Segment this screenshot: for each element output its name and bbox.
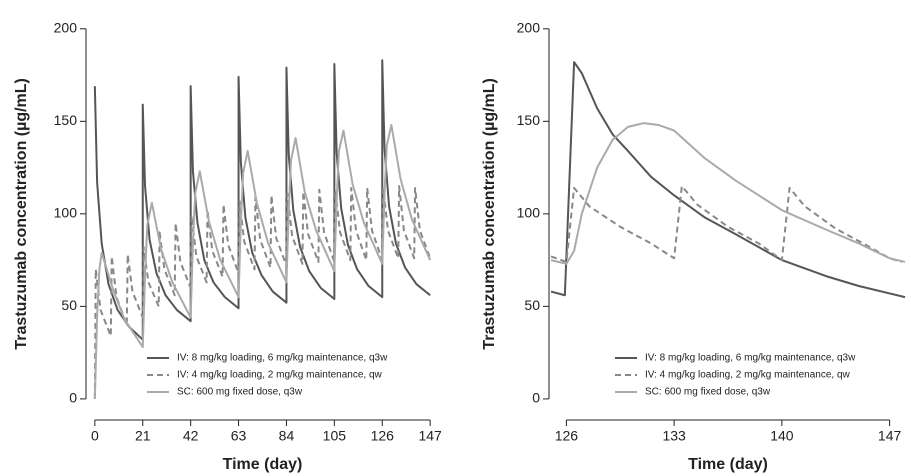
legend: IV: 8 mg/kg loading, 6 mg/kg maintenance… xyxy=(615,353,856,398)
x-axis-title: Time (day) xyxy=(223,456,303,473)
x-tick-label: 126 xyxy=(555,428,579,444)
y-tick-label: 0 xyxy=(69,390,77,406)
x-tick-label: 84 xyxy=(279,428,295,444)
y-tick-label: 200 xyxy=(54,20,78,36)
y-tick-label: 0 xyxy=(532,390,540,406)
x-tick-label: 105 xyxy=(323,428,347,444)
y-tick-label: 150 xyxy=(517,112,541,128)
y-tick-label: 100 xyxy=(517,205,541,221)
x-tick-label: 63 xyxy=(231,428,247,444)
series-line xyxy=(550,185,903,263)
series-line xyxy=(93,124,432,399)
y-tick-label: 50 xyxy=(524,297,540,313)
legend-label: IV: 4 mg/kg loading, 2 mg/kg maintenance… xyxy=(177,370,383,381)
x-tick-label: 126 xyxy=(371,428,395,444)
legend-label: IV: 8 mg/kg loading, 6 mg/kg maintenance… xyxy=(177,353,388,364)
y-tick-label: 50 xyxy=(61,297,77,313)
series-line xyxy=(550,122,906,265)
x-tick-label: 147 xyxy=(418,428,442,444)
x-axis-title: Time (day) xyxy=(688,456,768,473)
legend: IV: 8 mg/kg loading, 6 mg/kg maintenance… xyxy=(147,353,388,398)
y-tick-label: 150 xyxy=(54,112,78,128)
legend-label: IV: 4 mg/kg loading, 2 mg/kg maintenance… xyxy=(645,370,851,381)
x-tick-label: 42 xyxy=(183,428,199,444)
legend-label: SC: 600 mg fixed dose, q3w xyxy=(645,387,771,398)
x-tick-label: 140 xyxy=(770,428,794,444)
y-axis-title: Trastuzumab concentration (µg/mL) xyxy=(13,78,30,349)
x-tick-label: 133 xyxy=(662,428,686,444)
panel: 0 50 100 150 200 126 133 140 147 Time (day) Trastu… xyxy=(481,20,906,473)
series-line xyxy=(93,59,431,341)
y-tick-label: 200 xyxy=(517,20,541,36)
x-tick-label: 147 xyxy=(878,428,902,444)
x-tick-label: 0 xyxy=(91,428,99,444)
y-axis-title: Trastuzumab concentration (µg/mL) xyxy=(481,78,498,349)
x-tick-label: 21 xyxy=(135,428,151,444)
panel: 0 50 100 150 200 0 21 42 63 84 105 126 147 Time (day)… xyxy=(13,20,442,474)
y-tick-label: 100 xyxy=(54,205,78,221)
legend-label: SC: 600 mg fixed dose, q3w xyxy=(177,387,303,398)
legend-label: IV: 8 mg/kg loading, 6 mg/kg maintenance… xyxy=(645,353,856,364)
series-line xyxy=(550,61,906,299)
